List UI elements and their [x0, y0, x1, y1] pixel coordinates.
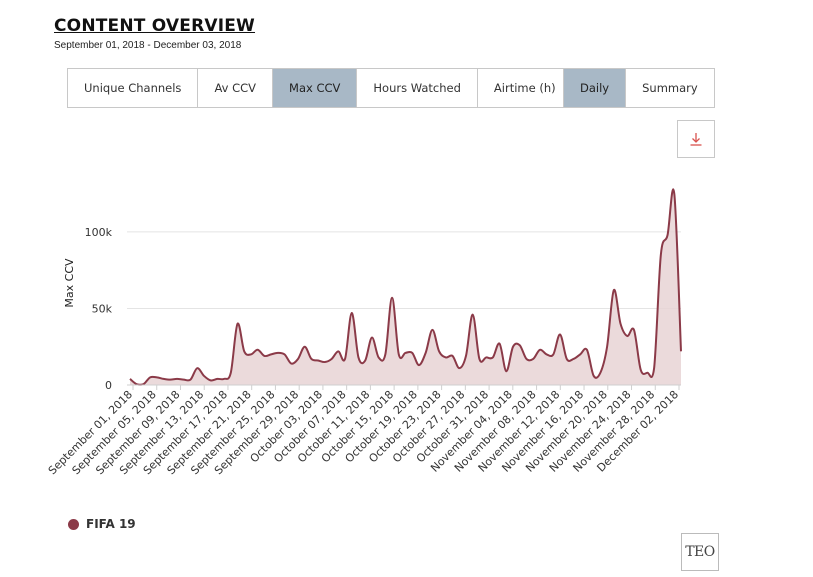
download-button[interactable] — [677, 120, 715, 158]
legend-dot — [68, 518, 79, 530]
tab-unique-channels[interactable]: Unique Channels — [68, 69, 198, 107]
tab-summary[interactable]: Summary — [625, 69, 714, 107]
tab-airtime[interactable]: Airtime (h) — [476, 69, 572, 107]
legend[interactable]: FIFA 19 — [68, 517, 136, 531]
legend-label: FIFA 19 — [86, 517, 136, 531]
metric-tab-group: Unique Channels Av CCV Max CCV Hours Wat… — [67, 68, 573, 108]
tab-max-ccv[interactable]: Max CCV — [272, 69, 357, 107]
tab-hours-watched[interactable]: Hours Watched — [356, 69, 477, 107]
download-arrow-icon — [690, 133, 702, 146]
y-tick-label: 100k — [85, 226, 113, 239]
teo-logo: TEO — [681, 533, 719, 571]
series-line — [129, 188, 682, 386]
mode-tab-group: Daily Summary — [563, 68, 715, 108]
series-area — [130, 189, 681, 385]
date-range: September 01, 2018 - December 03, 2018 — [54, 40, 242, 51]
tab-daily[interactable]: Daily — [564, 69, 626, 107]
y-axis-label: Max CCV — [63, 258, 76, 308]
tab-av-ccv[interactable]: Av CCV — [197, 69, 273, 107]
y-tick-label: 0 — [105, 379, 112, 392]
y-tick-label: 50k — [92, 302, 113, 315]
page-title: CONTENT OVERVIEW — [54, 16, 256, 36]
